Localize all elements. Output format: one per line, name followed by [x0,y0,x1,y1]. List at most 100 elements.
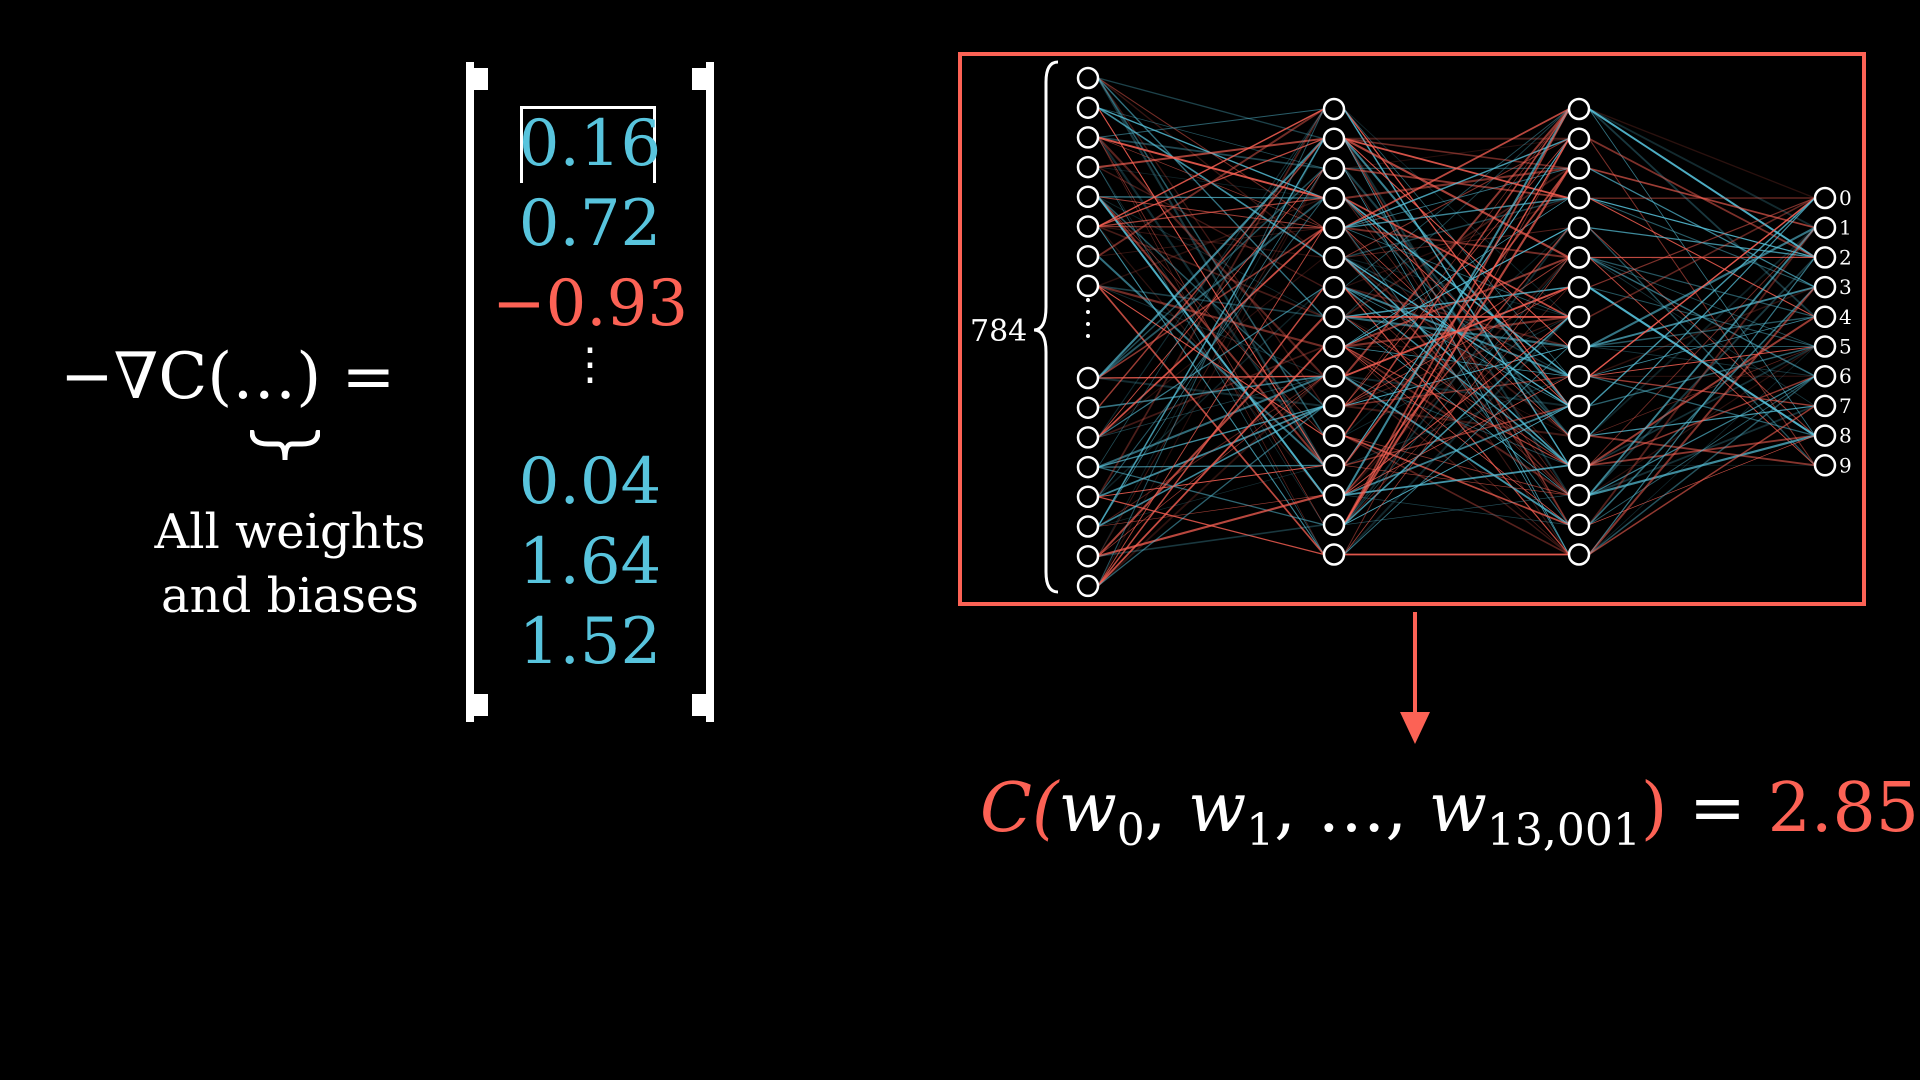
neuron-node [1076,66,1100,90]
neuron-node [1567,216,1591,240]
gradient-lhs: −∇C(…) = [60,340,396,414]
network-edge [1097,405,1325,587]
neuron-node [1813,186,1837,210]
network-edge [1097,168,1325,587]
neuron-node [1567,513,1591,537]
network-edge [1343,227,1570,348]
network-edge [1588,197,1816,288]
network-labels: 784 0 1 2 3 4 5 6 7 8 9 [970,60,1852,594]
network-edge [1097,196,1325,496]
network-edge [1097,227,1325,587]
gradient-vector: 0.16 0.72 −0.93 ⋮ 0.04 1.64 1.52 [460,62,720,722]
network-edge [1097,196,1325,199]
network-edge [1588,108,1816,318]
network-edge [1097,108,1325,228]
neuron-node [1813,305,1837,329]
network-edge [1588,108,1816,229]
network-edge [1343,227,1570,526]
network-edge [1097,108,1325,438]
network-edge [1097,137,1325,379]
brace-caption: All weights and biases [130,500,450,628]
network-edge [1343,316,1570,556]
output-digit-label: 9 [1839,453,1852,477]
neuron-node [1322,335,1346,358]
network-nodes [1076,66,1837,598]
neuron-node [1567,424,1591,447]
network-edge [1343,108,1570,229]
neuron-node [1076,515,1100,538]
network-edge [1343,138,1570,555]
network-edge [1097,108,1325,138]
network-edge [1588,227,1816,466]
neuron-node [1076,126,1100,149]
output-digit-label: 3 [1839,275,1852,299]
underbrace-icon [250,430,320,461]
network-edge [1097,405,1325,498]
network-edge [1343,257,1570,526]
neural-network-diagram: 784 0 1 2 3 4 5 6 7 8 9 [970,60,1852,598]
network-edge [1588,197,1816,318]
neuron-node [1567,127,1591,150]
network-edge [1097,285,1325,556]
input-brace-icon [1033,60,1059,594]
neuron-node [1076,155,1100,179]
network-edge [1097,108,1325,258]
network-edge [1343,346,1570,407]
network-edge [1588,286,1816,556]
neuron-node [1813,275,1837,299]
network-edge [1097,168,1325,557]
neuron-node [1813,246,1837,269]
weight-w0-sub: 0 [1116,805,1145,856]
network-edge [1588,256,1816,496]
weight-w0: w [1058,769,1117,848]
network-edge [1343,108,1570,496]
neuron-node [1076,396,1100,419]
network-edge [1588,197,1816,377]
network-edge [1588,108,1816,259]
weight-wn: w [1428,769,1487,848]
neuron-node [1567,365,1591,388]
network-edge [1588,375,1816,496]
vector-entry-0: 0.16 [518,107,662,181]
output-digit-label: 5 [1839,335,1852,359]
network-edge [1097,107,1325,466]
weight-wn-sub: 13,001 [1486,805,1641,856]
network-edge [1097,77,1325,466]
network-edge [1097,375,1325,587]
neuron-node [1813,424,1837,447]
network-edge [1588,375,1816,526]
network-edge [1097,108,1325,498]
network-edge [1588,197,1816,407]
neuron-node [1322,275,1346,299]
output-digit-label: 6 [1839,364,1852,388]
network-edge [1097,138,1325,527]
network-edge [1097,345,1325,587]
network-edge [1097,375,1325,527]
network-edge [1097,168,1325,527]
network-edge [1343,405,1570,526]
neuron-node [1567,246,1591,269]
input-count-label: 784 [970,314,1027,349]
output-digit-label: 4 [1839,305,1852,329]
neuron-node [1322,483,1346,507]
network-edge [1343,167,1570,526]
network-edge [1097,345,1325,439]
neuron-node [1322,157,1346,180]
network-edge [1097,494,1325,527]
neuron-node [1076,96,1100,119]
network-edge [1097,286,1325,438]
network-edge [1588,227,1816,437]
network-edge [1097,375,1325,469]
neuron-node [1076,274,1100,298]
network-edge [1588,375,1816,556]
network-edge [1343,316,1570,526]
neuron-node [1567,483,1591,507]
network-edge [1343,138,1570,169]
neuron-node [1813,216,1837,239]
network-edge [1588,316,1816,348]
neuron-node [1076,366,1100,390]
caption-line-2: and biases [161,568,419,624]
neuron-node [1076,485,1100,509]
network-edge [1588,405,1816,556]
network-edge [1343,375,1570,496]
